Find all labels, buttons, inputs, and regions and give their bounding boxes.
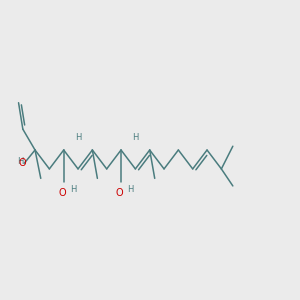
Text: H: H [70,185,76,194]
Text: O: O [18,158,26,168]
Text: H: H [127,185,134,194]
Text: H: H [75,133,81,142]
Text: H: H [17,157,23,166]
Text: O: O [58,188,66,198]
Text: H: H [132,133,139,142]
Text: O: O [116,188,123,198]
